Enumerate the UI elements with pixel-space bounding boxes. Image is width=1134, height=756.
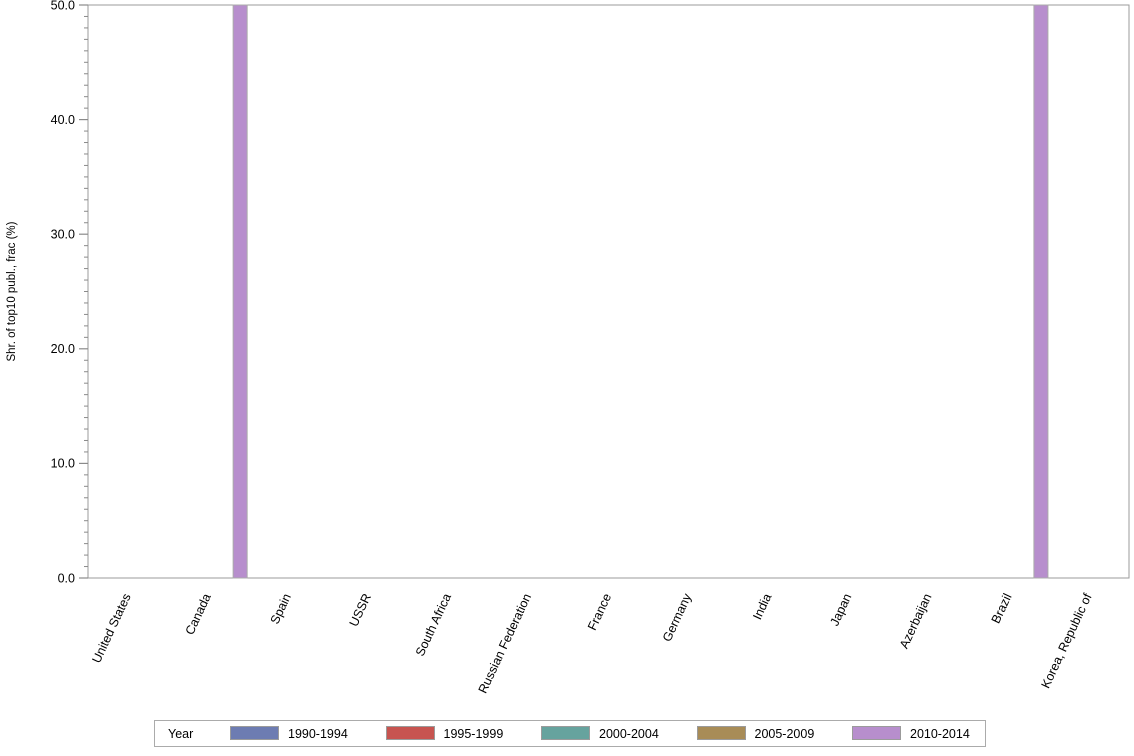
y-axis-title: Shr. of top10 publ., frac (%) (6, 221, 18, 361)
x-axis-label: Canada (183, 591, 214, 637)
y-tick-label: 10.0 (51, 457, 75, 471)
legend-item-label: 1990-1994 (288, 726, 348, 741)
legend-swatch-2000-2004 (541, 726, 590, 740)
x-axis-label: Brazil (989, 591, 1015, 625)
legend-item-label: 2005-2009 (754, 726, 815, 741)
y-tick-label: 0.0 (58, 571, 75, 585)
x-axis-label: Japan (827, 591, 854, 628)
y-axis-ticks (79, 4, 88, 579)
x-axis-label: Azerbaijan (897, 591, 935, 650)
x-axis-label: Russian Federation (476, 591, 535, 695)
legend-swatch-1990-1994 (230, 726, 279, 740)
legend-item-label: 1995-1999 (443, 726, 504, 741)
legend-item-label: 2010-2014 (910, 726, 970, 741)
bar-brazil-2010-2014 (1033, 4, 1049, 579)
legend: Year 1990-1994 1995-1999 2000-2004 2005-200… (154, 720, 986, 747)
legend-item-label: 2000-2004 (599, 726, 659, 741)
x-axis-label: Germany (660, 591, 695, 644)
y-tick-label: 30.0 (51, 228, 75, 242)
y-tick-label: 20.0 (51, 342, 75, 356)
bar-canada-2010-2014 (232, 4, 248, 579)
x-axis-label: USSR (347, 591, 374, 628)
y-tick-label: 40.0 (51, 113, 75, 127)
x-axis-label: Korea, Republic of (1039, 591, 1095, 691)
x-axis-label: India (750, 591, 774, 622)
legend-swatch-2010-2014 (852, 726, 901, 740)
y-axis-tick-labels: 0.0 10.0 20.0 30.0 40.0 50.0 (51, 0, 75, 585)
bars (232, 4, 1049, 579)
legend-swatch-2005-2009 (696, 726, 746, 740)
legend-title: Year (168, 726, 194, 741)
x-axis-label: France (585, 591, 614, 632)
x-axis-labels: United States Canada Spain USSR South Africa… (89, 591, 1095, 696)
legend-swatch-1995-1999 (385, 726, 435, 740)
y-tick-label: 50.0 (51, 0, 75, 12)
x-axis-label: Spain (268, 591, 294, 626)
x-axis-label: South Africa (413, 591, 454, 658)
x-axis-label: United States (89, 591, 133, 665)
